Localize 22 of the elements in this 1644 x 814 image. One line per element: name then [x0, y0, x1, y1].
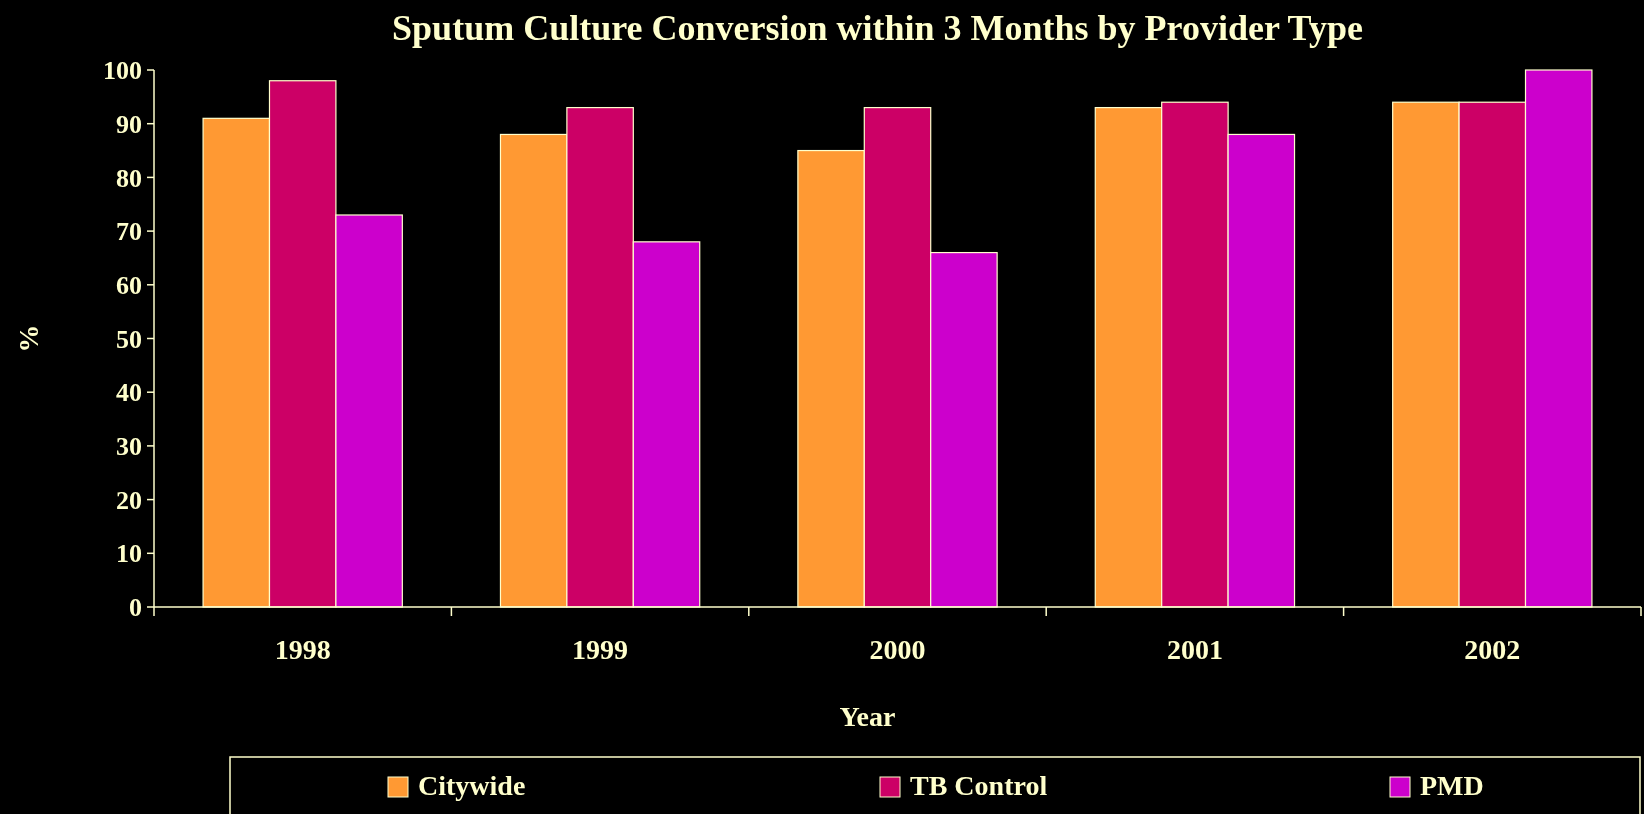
x-tick-label: 1998: [274, 634, 331, 665]
y-tick-label: 30: [116, 432, 142, 461]
y-tick-label: 50: [116, 324, 142, 354]
y-tick-label: 100: [103, 56, 142, 86]
y-tick-label: 10: [116, 539, 142, 569]
y-tick-label: 60: [116, 270, 142, 300]
y-tick-label: 80: [116, 163, 142, 193]
y-tick-label: 0: [129, 593, 142, 623]
x-tick-label: 2000: [869, 634, 926, 665]
y-tick-label: 70: [116, 217, 142, 247]
x-axis-title: Year: [839, 701, 896, 732]
x-tick-label: 2002: [1464, 634, 1521, 665]
legend-label: PMD: [1420, 770, 1484, 801]
y-tick-label: 40: [116, 378, 142, 408]
y-tick-label: 90: [116, 109, 142, 139]
legend-label: TB Control: [910, 770, 1048, 801]
y-tick-label: 20: [116, 485, 142, 515]
chart-title: Sputum Culture Conversion within 3 Months by Provider Type: [392, 8, 1363, 48]
x-tick-label: 1999: [572, 634, 629, 665]
legend-label: Citywide: [418, 770, 526, 801]
y-axis-title: %: [13, 324, 44, 353]
x-tick-label: 2001: [1166, 634, 1223, 665]
